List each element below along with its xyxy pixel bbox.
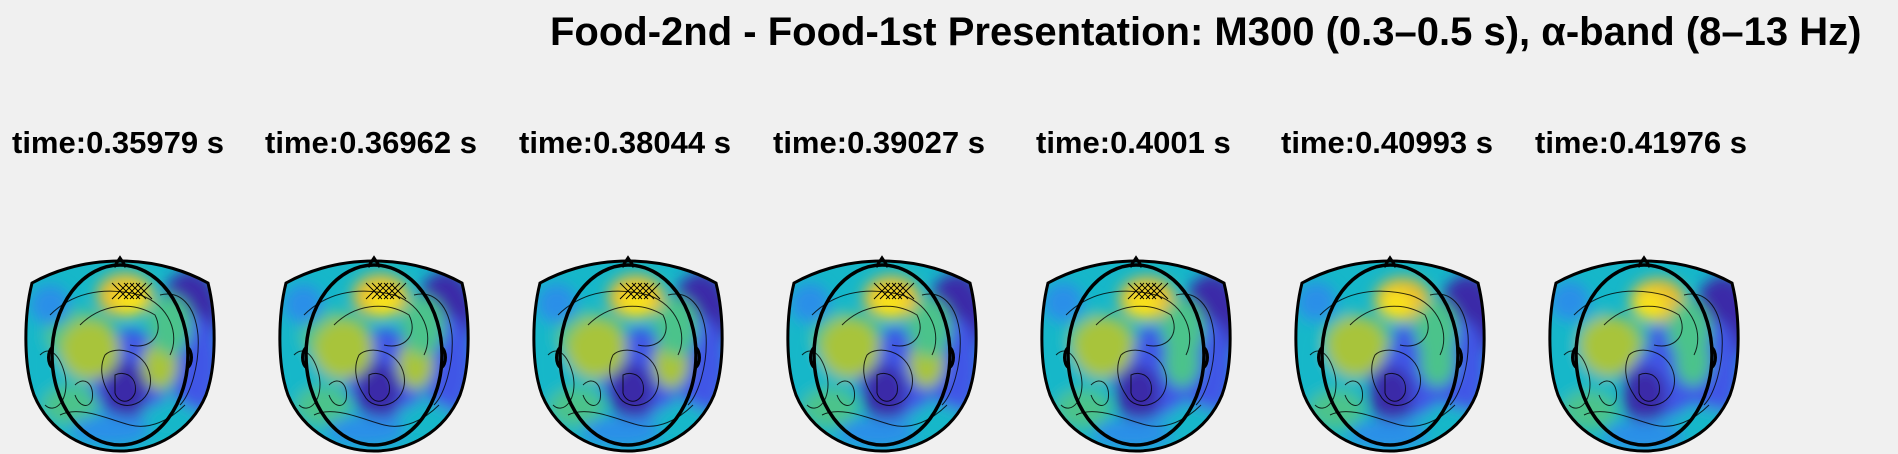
significance-hatch (111, 282, 153, 300)
panel-time-label: time:0.4001 s (1036, 125, 1231, 160)
significance-hatch (1127, 282, 1169, 300)
topomap-svg (278, 255, 470, 453)
significance-hatch (619, 282, 661, 300)
topomap-panel (1544, 255, 1744, 453)
panel-time-label: time:0.39027 s (773, 125, 985, 160)
significance-hatch (873, 282, 915, 300)
topomap-svg (786, 255, 978, 453)
topomap-svg (532, 255, 724, 453)
figure-title: Food-2nd - Food-1st Presentation: M300 (… (550, 10, 1862, 54)
panel-time-label: time:0.41976 s (1535, 125, 1747, 160)
significance-hatch (365, 282, 407, 300)
panel-time-label: time:0.40993 s (1281, 125, 1493, 160)
topomap-panel (1036, 255, 1236, 453)
topomap-panel (1290, 255, 1490, 453)
topomap-svg (1294, 255, 1486, 453)
topomap-svg (1548, 255, 1740, 453)
topomap-svg (1040, 255, 1232, 453)
topomap-panel (528, 255, 728, 453)
topomap-svg (24, 255, 216, 453)
panel-time-label: time:0.38044 s (519, 125, 731, 160)
topomap-panel (20, 255, 220, 453)
topomap-panel (274, 255, 474, 453)
panel-time-label: time:0.36962 s (265, 125, 477, 160)
topomap-panel (782, 255, 982, 453)
panel-time-label: time:0.35979 s (12, 125, 224, 160)
